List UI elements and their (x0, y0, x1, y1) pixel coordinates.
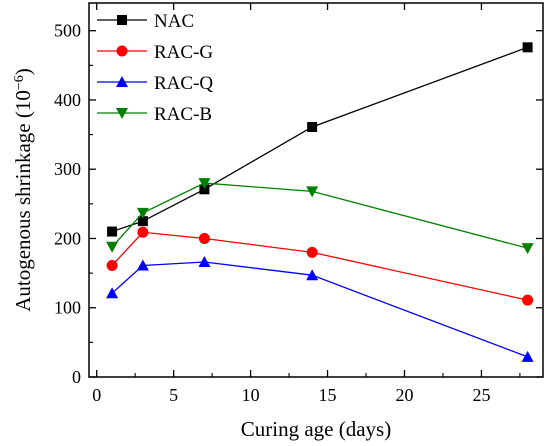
data-point-nac (199, 184, 210, 195)
y-axis-title-close: ) (11, 68, 35, 75)
legend: NAC RAC-G RAC-Q RAC-B (97, 11, 213, 125)
data-point-rac-q (106, 287, 119, 299)
series-rac-g (106, 226, 534, 306)
legend-marker-rac-g (116, 45, 128, 57)
y-axis-title: Autogenous shrinkage (10−6) (11, 68, 35, 312)
legend-item-rac-b: RAC-B (97, 104, 212, 125)
data-point-rac-b (136, 207, 149, 219)
x-tick-label: 10 (242, 385, 260, 405)
legend-label-rac-q: RAC-Q (154, 73, 213, 94)
legend-label-rac-g: RAC-G (154, 42, 213, 63)
data-point-rac-g (106, 259, 118, 271)
x-tick-label: 0 (92, 385, 101, 405)
series-rac-b (106, 178, 534, 255)
x-tick-label: 25 (472, 385, 490, 405)
legend-marker-rac-q (116, 76, 128, 87)
legend-marker-rac-b (116, 108, 128, 119)
data-point-rac-q (521, 350, 534, 362)
data-point-rac-b (198, 178, 211, 190)
data-point-rac-g (306, 246, 318, 258)
y-tick-label: 100 (54, 298, 81, 318)
data-point-nac (307, 121, 318, 132)
legend-label-rac-b: RAC-B (154, 104, 212, 125)
series-line-rac-g (111, 231, 528, 301)
series-line-rac-q (111, 261, 528, 358)
x-tick-label: 20 (395, 385, 413, 405)
series-layer (106, 42, 534, 362)
y-tick-label: 200 (54, 228, 81, 248)
data-point-rac-q (306, 269, 319, 281)
y-axis-title-exponent: −6 (12, 75, 27, 90)
series-rac-q (106, 256, 534, 362)
data-point-rac-q (198, 256, 211, 268)
data-point-rac-b (306, 186, 319, 198)
y-axis-title-main: Autogenous shrinkage (10 (11, 90, 35, 312)
data-point-rac-q (136, 259, 149, 271)
y-tick-label: 0 (72, 367, 81, 387)
legend-item-rac-q: RAC-Q (97, 73, 213, 94)
plot-frame (88, 2, 544, 378)
y-tick-label: 500 (54, 21, 81, 41)
axes-layer: 0 5 10 15 20 25 0 100 200 300 400 500 (54, 2, 544, 405)
series-line-rac-b (111, 182, 528, 249)
x-tick-label: 5 (169, 385, 178, 405)
legend-item-nac: NAC (97, 11, 194, 32)
x-axis-title: Curing age (days) (241, 417, 391, 441)
data-point-nac (522, 42, 533, 53)
series-nac (107, 42, 533, 237)
x-tick-label: 15 (319, 385, 337, 405)
data-point-nac (137, 216, 148, 227)
y-tick-label: 300 (54, 159, 81, 179)
y-tick-label: 400 (54, 90, 81, 110)
data-point-rac-b (521, 243, 534, 255)
legend-item-rac-g: RAC-G (97, 42, 213, 63)
legend-marker-nac (117, 15, 127, 25)
legend-label-nac: NAC (154, 11, 194, 32)
data-point-rac-g (137, 226, 149, 238)
data-point-nac (107, 226, 118, 237)
data-point-rac-g (198, 232, 210, 244)
data-point-rac-g (522, 294, 534, 306)
data-point-rac-b (106, 241, 119, 253)
